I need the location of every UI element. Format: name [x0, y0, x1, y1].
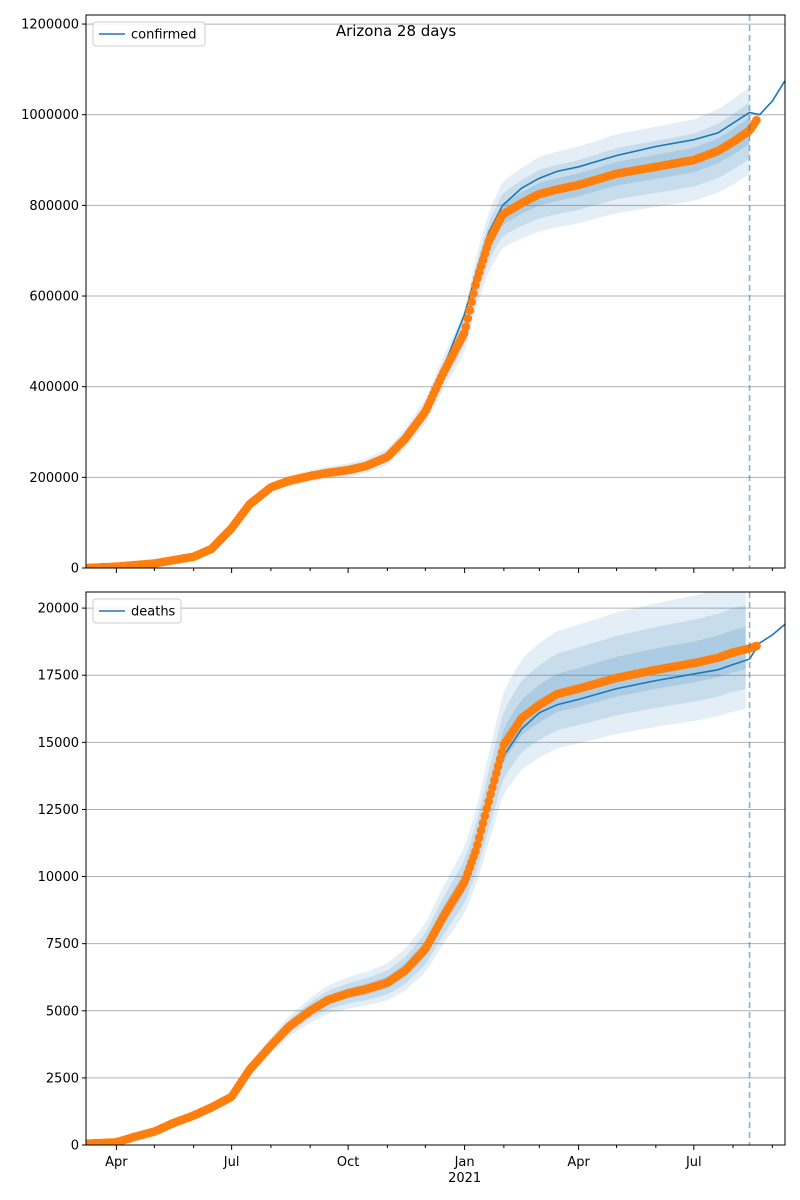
observed-point	[476, 826, 486, 835]
y-tick-label: 0	[71, 1139, 79, 1154]
y-tick-label: 800000	[29, 199, 79, 214]
x-tick-label: Jul	[223, 1155, 240, 1170]
uncertainty-band	[86, 86, 750, 568]
observed-point	[484, 797, 494, 806]
axes-frame	[85, 14, 786, 569]
y-tick-label: 400000	[29, 380, 79, 395]
uncertainty-band	[86, 102, 750, 568]
plot-area	[86, 592, 785, 1145]
observed-point	[465, 305, 475, 315]
uncertainty-band	[193, 592, 746, 1118]
deaths-panel: 0 2500 5000 7500 10000 12500 15000 17500 20000 Ap…	[38, 591, 786, 1186]
observed-point	[467, 297, 476, 307]
observed-point	[486, 790, 495, 799]
y-tick-label: 2500	[46, 1071, 79, 1086]
observed-point	[463, 314, 473, 323]
observed-point	[473, 840, 482, 850]
legend-box	[92, 598, 182, 624]
y-tick-label: 1000000	[21, 108, 79, 123]
y-tick-label: 5000	[46, 1004, 79, 1019]
x-tick-label: Oct	[337, 1155, 359, 1170]
axes-frame	[85, 591, 786, 1146]
observed-point	[493, 761, 503, 771]
y-tick-label: 600000	[29, 290, 79, 305]
observed-point	[478, 818, 488, 828]
observed-point	[480, 811, 490, 821]
observed-point	[752, 641, 761, 651]
y-tick-label: 0	[71, 562, 79, 577]
observed-point	[497, 747, 507, 757]
y-tick-label: 1200000	[21, 18, 79, 33]
figure-title: Arizona 28 days	[336, 22, 457, 40]
observed-point	[461, 322, 471, 332]
legend-label: confirmed	[131, 28, 197, 43]
legend-box	[92, 21, 206, 47]
y-tick-label: 10000	[38, 870, 79, 885]
observed-point	[490, 775, 499, 785]
y-tick-label: 20000	[38, 602, 79, 617]
y-tick-label: 7500	[46, 937, 79, 952]
x-tick-label: Jan	[454, 1155, 475, 1170]
observed-point	[471, 847, 480, 856]
observed-point	[482, 804, 492, 813]
y-tick-label: 200000	[29, 471, 79, 486]
observed-point	[474, 833, 484, 842]
observed-point	[488, 783, 497, 792]
y-tick-label: 15000	[38, 736, 79, 751]
x-tick-year-label: 2021	[448, 1171, 481, 1186]
legend-label: deaths	[131, 605, 176, 620]
legend: deaths	[92, 598, 182, 624]
legend: confirmed	[92, 21, 206, 47]
observed-point	[459, 329, 469, 338]
x-tick-label: Jul	[685, 1155, 702, 1170]
observed-point	[471, 280, 480, 290]
observed-point	[752, 115, 761, 125]
observed-point	[492, 768, 501, 778]
y-tick-label: 12500	[38, 803, 79, 818]
observed-point	[495, 754, 505, 764]
y-tick-label: 17500	[38, 669, 79, 684]
plot-area	[86, 80, 785, 568]
x-tick-label: Apr	[105, 1155, 128, 1170]
observed-point	[469, 289, 478, 298]
confirmed-panel: 0 200000 400000 600000 800000 1000000 1200000 c…	[21, 14, 786, 577]
x-tick-label: Apr	[567, 1155, 590, 1170]
